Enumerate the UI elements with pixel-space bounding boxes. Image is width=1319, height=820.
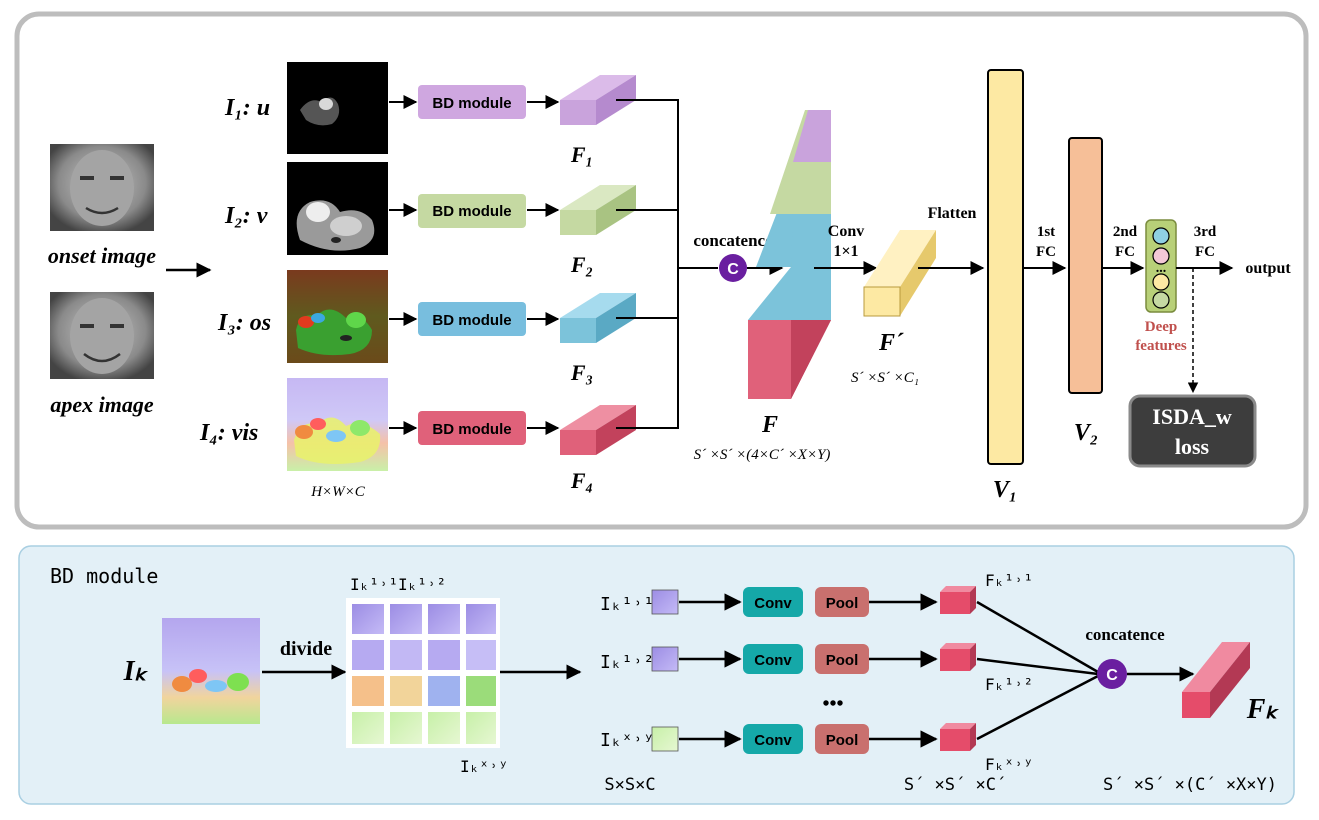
flatten-label: Flatten [928, 205, 977, 222]
fc1-label-1: 1st [1037, 224, 1055, 240]
row-in-label-2: Iₖ¹˒² [600, 652, 654, 673]
pool-label-row-XY: Pool [826, 732, 859, 749]
feature-label-f4: F₄ [570, 468, 593, 493]
loss-label-2: loss [1175, 434, 1210, 459]
vector-V2 [1068, 137, 1103, 394]
bd-module-label-1: BD module [432, 95, 511, 112]
bd-module-box-4: BD module [418, 411, 526, 445]
divide-label: divide [280, 638, 332, 660]
Ik-image [162, 618, 260, 724]
conv-label-row-2: Conv [754, 652, 792, 669]
feature-F-dims: S´ ×S´ ×(4×C´ ×X×Y) [694, 447, 831, 463]
top-panel [14, 11, 1309, 530]
row-in-label-1: Iₖ¹˒¹ [600, 594, 654, 615]
fc2-label-1: 2nd [1113, 224, 1138, 240]
bd-module-title: BD module [50, 564, 158, 588]
conv-label-row-XY: Conv [754, 732, 792, 749]
fc2-label-2: FC [1115, 244, 1135, 260]
feature-label-f3: F₃ [570, 360, 593, 385]
isda-loss-box [1128, 394, 1257, 468]
feature-label-f1: F₁ [570, 142, 593, 167]
apex-image-label: apex image [50, 392, 153, 417]
feature-block-f2 [560, 185, 636, 235]
concat-symbol-bottom: C [1106, 667, 1118, 684]
V1-label: V₁ [993, 477, 1017, 503]
conv-label-row-1: Conv [754, 595, 792, 612]
bd-row-2: Iₖ¹˒² Conv Pool Fₖ¹˒² [600, 643, 1033, 694]
pool-label-row-1: Pool [826, 595, 859, 612]
pool-label-row-2: Pool [826, 652, 859, 669]
conv-label-top-1: Conv [828, 223, 864, 240]
dims-out: S´ ×S´ ×(C´ ×X×Y) [1103, 775, 1277, 795]
concat-circle-top [719, 254, 747, 282]
dims-in: S×S×C [604, 775, 655, 795]
input-image-u [287, 62, 388, 154]
patch-label-12: Iₖ¹˒² [398, 575, 446, 594]
feature-block-f4 [560, 405, 636, 455]
fc3-label-2: FC [1195, 244, 1215, 260]
bd-module-label-3: BD module [432, 312, 511, 329]
apex-face-image [50, 292, 154, 379]
concat-label-top: concatence [693, 231, 773, 250]
bd-row-1: Iₖ¹˒¹ Conv Pool Fₖ¹˒¹ [600, 571, 1033, 617]
onset-face-image [50, 144, 154, 231]
dims-mid: S´ ×S´ ×C´ [904, 775, 1006, 795]
feature-label-f2: F₂ [570, 252, 593, 277]
patch-label-XY: Iₖˣ˒ʸ [460, 757, 508, 776]
conv-label-top-2: 1×1 [833, 243, 858, 260]
V2-label: V₂ [1074, 420, 1098, 446]
bd-row-XY: Iₖˣ˒ʸ Conv Pool Fₖˣ˒ʸ [600, 723, 1033, 774]
bd-module-label-2: BD module [432, 203, 511, 220]
patch-label-11: Iₖ¹˒¹ [350, 575, 398, 594]
deep-features-dots: ... [1156, 261, 1167, 276]
bd-module-box-2: BD module [418, 194, 526, 228]
row-out-label-XY: Fₖˣ˒ʸ [985, 755, 1033, 774]
hwc-dims-label: H×W×C [310, 484, 366, 500]
output-label: output [1245, 260, 1291, 277]
deep-features-column [1145, 219, 1177, 313]
input-label-v: I₂: v [224, 203, 268, 229]
deep-features-label-2: features [1135, 338, 1187, 354]
deep-features-label-1: Deep [1145, 319, 1178, 335]
row-in-label-XY: Iₖˣ˒ʸ [600, 730, 654, 751]
onset-image-label: onset image [48, 243, 156, 268]
feature-block-Fprime [863, 230, 936, 317]
patch-grid [346, 598, 500, 748]
fc3-label-1: 3rd [1194, 224, 1217, 240]
loss-label-1: ISDA_w [1152, 404, 1232, 429]
feature-Fprime-dims: S´ ×S´ ×C₁ [851, 370, 919, 386]
rows-ellipsis: ••• [822, 693, 843, 715]
merge-lines-top [616, 99, 718, 429]
bd-module-box-1: BD module [418, 85, 526, 119]
vector-V1 [987, 69, 1024, 465]
input-image-vis [287, 378, 388, 471]
Fk-label: Fₖ [1246, 694, 1280, 725]
concat-symbol-top: C [727, 261, 739, 278]
concat-label-bottom: concatence [1085, 625, 1165, 644]
concatenated-feature-F [748, 110, 831, 399]
bd-module-label-4: BD module [432, 421, 511, 438]
feature-block-Fk [1182, 642, 1250, 718]
input-label-os: I₃: os [217, 310, 271, 336]
fc1-label-2: FC [1036, 244, 1056, 260]
concat-circle-bottom [1097, 659, 1127, 689]
feature-F-label: F [761, 412, 778, 438]
input-image-os [287, 270, 388, 363]
feature-Fprime-label: F´ [878, 330, 904, 356]
input-label-vis: I₄: vis [199, 420, 258, 446]
row-out-label-2: Fₖ¹˒² [985, 675, 1033, 694]
row-out-label-1: Fₖ¹˒¹ [985, 571, 1033, 590]
input-label-u: I₁: u [224, 95, 270, 121]
converge-lines-bottom [976, 600, 1099, 741]
Ik-label: Iₖ [123, 656, 149, 687]
bd-module-box-3: BD module [418, 302, 526, 336]
input-image-v [287, 162, 388, 255]
